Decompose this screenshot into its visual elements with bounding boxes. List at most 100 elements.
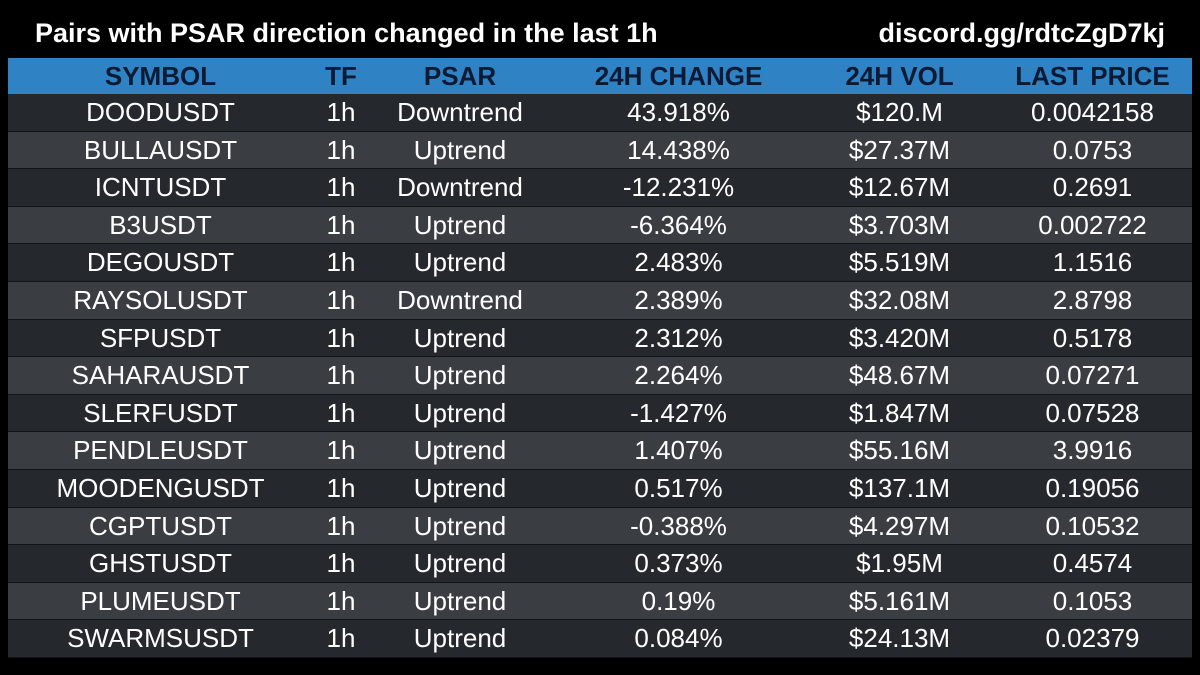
cell-last-price: 0.0753 [993,131,1192,170]
cell-24h-change: 43.918% [551,94,806,132]
table-row[interactable]: SAHARAUSDT 1h Uptrend 2.264% $48.67M 0.07271 [8,356,1192,395]
table-row[interactable]: ICNTUSDT 1h Downtrend -12.231% $12.67M 0.2691 [8,168,1192,207]
cell-tf: 1h [313,469,369,508]
cell-24h-change: 2.389% [551,281,806,320]
table-row[interactable]: PENDLEUSDT 1h Uptrend 1.407% $55.16M 3.9916 [8,431,1192,470]
cell-tf: 1h [313,431,369,470]
cell-24h-vol: $32.08M [806,281,993,320]
table-body: DOODUSDT 1h Downtrend 43.918% $120.M 0.004215… [8,94,1192,658]
cell-24h-change: 2.312% [551,319,806,358]
cell-last-price: 0.2691 [993,168,1192,207]
cell-24h-change: 0.517% [551,469,806,508]
cell-24h-vol: $4.297M [806,507,993,546]
cell-symbol: CGPTUSDT [8,507,313,546]
cell-psar: Downtrend [369,281,551,320]
cell-symbol: B3USDT [8,206,313,245]
table-row[interactable]: BULLAUSDT 1h Uptrend 14.438% $27.37M 0.0753 [8,131,1192,170]
cell-psar: Uptrend [369,319,551,358]
cell-24h-change: -6.364% [551,206,806,245]
cell-last-price: 0.4574 [993,544,1192,583]
cell-symbol: DEGOUSDT [8,243,313,282]
cell-tf: 1h [313,356,369,395]
cell-symbol: PLUMEUSDT [8,582,313,621]
cell-24h-change: 0.084% [551,619,806,658]
table-header-row: SYMBOL TF PSAR 24H CHANGE 24H VOL LAST P… [8,58,1192,94]
column-header-tf[interactable]: TF [325,61,357,91]
cell-24h-change: 2.483% [551,243,806,282]
cell-tf: 1h [313,94,369,132]
cell-24h-change: 0.19% [551,582,806,621]
cell-symbol: SAHARAUSDT [8,356,313,395]
column-header-24h-vol[interactable]: 24H VOL [845,61,954,91]
cell-last-price: 2.8798 [993,281,1192,320]
cell-psar: Uptrend [369,469,551,508]
cell-24h-change: -12.231% [551,168,806,207]
table-row[interactable]: B3USDT 1h Uptrend -6.364% $3.703M 0.002722 [8,206,1192,245]
cell-24h-vol: $48.67M [806,356,993,395]
cell-psar: Downtrend [369,94,551,132]
cell-24h-vol: $12.67M [806,168,993,207]
cell-tf: 1h [313,243,369,282]
discord-link[interactable]: discord.gg/rdtcZgD7kj [878,18,1165,48]
column-header-symbol[interactable]: SYMBOL [104,61,217,91]
cell-last-price: 0.1053 [993,582,1192,621]
column-header-24h-change[interactable]: 24H CHANGE [594,61,763,91]
psar-table-container: SYMBOL TF PSAR 24H CHANGE 24H VOL LAST P… [8,58,1192,658]
cell-tf: 1h [313,206,369,245]
cell-24h-change: 14.438% [551,131,806,170]
cell-24h-vol: $137.1M [806,469,993,508]
cell-psar: Uptrend [369,243,551,282]
cell-24h-change: 2.264% [551,356,806,395]
cell-symbol: GHSTUSDT [8,544,313,583]
table-row[interactable]: DEGOUSDT 1h Uptrend 2.483% $5.519M 1.1516 [8,243,1192,282]
cell-24h-change: -1.427% [551,394,806,433]
cell-last-price: 0.19056 [993,469,1192,508]
cell-psar: Uptrend [369,619,551,658]
cell-symbol: ICNTUSDT [8,168,313,207]
cell-tf: 1h [313,319,369,358]
table-row[interactable]: GHSTUSDT 1h Uptrend 0.373% $1.95M 0.4574 [8,544,1192,583]
table-row[interactable]: SFPUSDT 1h Uptrend 2.312% $3.420M 0.5178 [8,319,1192,358]
cell-24h-vol: $3.703M [806,206,993,245]
cell-psar: Uptrend [369,131,551,170]
table-row[interactable]: CGPTUSDT 1h Uptrend -0.388% $4.297M 0.10532 [8,507,1192,546]
cell-24h-vol: $120.M [806,94,993,132]
cell-tf: 1h [313,544,369,583]
cell-24h-vol: $5.519M [806,243,993,282]
psar-table: SYMBOL TF PSAR 24H CHANGE 24H VOL LAST P… [8,58,1192,658]
cell-last-price: 1.1516 [993,243,1192,282]
cell-tf: 1h [313,168,369,207]
page-title: Pairs with PSAR direction changed in the… [35,18,658,48]
table-row[interactable]: SLERFUSDT 1h Uptrend -1.427% $1.847M 0.07528 [8,394,1192,433]
cell-tf: 1h [313,281,369,320]
cell-24h-change: -0.388% [551,507,806,546]
cell-psar: Uptrend [369,507,551,546]
cell-symbol: PENDLEUSDT [8,431,313,470]
column-header-psar[interactable]: PSAR [423,61,497,91]
cell-24h-vol: $24.13M [806,619,993,658]
table-row[interactable]: DOODUSDT 1h Downtrend 43.918% $120.M 0.004215… [8,94,1192,132]
table-row[interactable]: SWARMSUSDT 1h Uptrend 0.084% $24.13M 0.02379 [8,619,1192,658]
cell-last-price: 3.9916 [993,431,1192,470]
cell-symbol: SWARMSUSDT [8,619,313,658]
cell-last-price: 0.10532 [993,507,1192,546]
cell-symbol: MOODENGUSDT [8,469,313,508]
cell-last-price: 0.002722 [993,206,1192,245]
cell-24h-change: 0.373% [551,544,806,583]
cell-24h-vol: $5.161M [806,582,993,621]
column-header-last-price[interactable]: LAST PRICE [1015,61,1170,91]
cell-psar: Uptrend [369,582,551,621]
cell-psar: Uptrend [369,394,551,433]
cell-psar: Downtrend [369,168,551,207]
cell-tf: 1h [313,619,369,658]
table-row[interactable]: PLUMEUSDT 1h Uptrend 0.19% $5.161M 0.1053 [8,582,1192,621]
cell-24h-vol: $3.420M [806,319,993,358]
cell-psar: Uptrend [369,431,551,470]
table-row[interactable]: MOODENGUSDT 1h Uptrend 0.517% $137.1M 0.19056 [8,469,1192,508]
table-row[interactable]: RAYSOLUSDT 1h Downtrend 2.389% $32.08M 2.8798 [8,281,1192,320]
cell-24h-vol: $55.16M [806,431,993,470]
cell-psar: Uptrend [369,206,551,245]
cell-last-price: 0.07271 [993,356,1192,395]
cell-symbol: SLERFUSDT [8,394,313,433]
cell-24h-vol: $27.37M [806,131,993,170]
